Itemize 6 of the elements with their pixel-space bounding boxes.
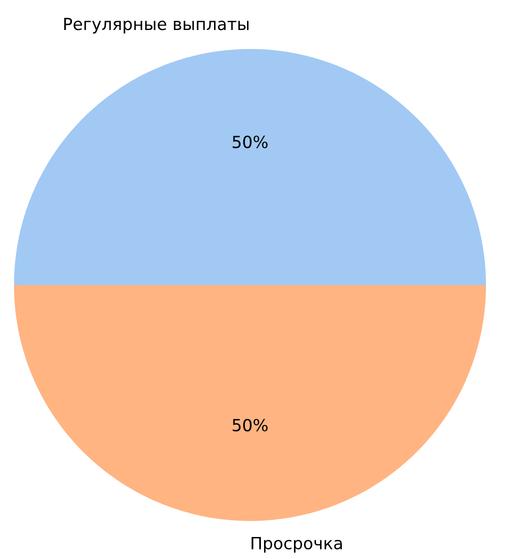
slice-label: Просрочка [252, 537, 342, 553]
data-label: 50% [232, 136, 268, 148]
slice-label: Регулярные выплаты [64, 18, 249, 34]
pie-slice [14, 49, 486, 285]
data-label: 50% [232, 418, 268, 432]
pie-slice [14, 285, 486, 521]
